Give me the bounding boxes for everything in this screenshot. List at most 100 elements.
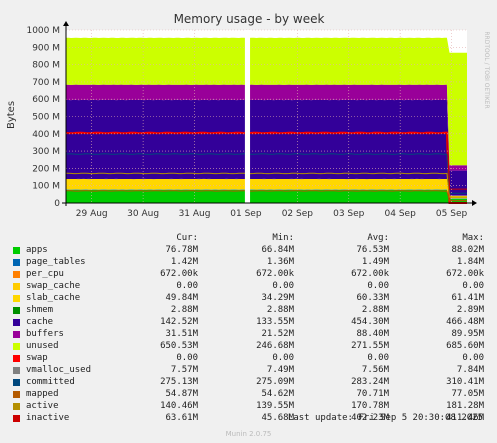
y-ticks: 0 100 M 200 M 300 M 400 M 500 M 600 M 700 M 800 … bbox=[26, 26, 60, 209]
y-axis-label: Bytes bbox=[6, 101, 17, 129]
legend-max: 310.41M bbox=[446, 377, 484, 387]
y-tick-label: 700 M bbox=[32, 78, 60, 88]
legend-max: 88.02M bbox=[451, 245, 484, 255]
legend-row-inactive: inactive 63.61M 45.68M 402.23M 411.46M bbox=[0, 412, 497, 424]
legend-swatch bbox=[13, 415, 20, 422]
munin-version: Munin 2.0.75 bbox=[225, 430, 272, 438]
area-buffers bbox=[66, 84, 467, 171]
legend-min: 45.68M bbox=[261, 413, 294, 423]
legend-row-committed: committed 275.13M 275.09M 283.24M 310.41M bbox=[0, 376, 497, 388]
x-tick-label: 30 Aug bbox=[127, 209, 159, 219]
grid-lines bbox=[66, 29, 467, 204]
legend-row-vmalloc-used: vmalloc_used 7.57M 7.49M 7.56M 7.84M bbox=[0, 364, 497, 376]
legend-row-swap: swap 0.00 0.00 0.00 0.00 bbox=[0, 352, 497, 364]
y-tick-label: 500 M bbox=[32, 113, 60, 123]
legend-name: slab_cache bbox=[26, 293, 81, 303]
x-tick-label: 05 Sep bbox=[436, 209, 468, 219]
legend-max: 0.00 bbox=[462, 353, 484, 363]
y-tick-label: 600 M bbox=[32, 95, 60, 105]
legend-min: 66.84M bbox=[261, 245, 294, 255]
legend-name: active bbox=[26, 401, 59, 411]
legend-name: page_tables bbox=[26, 257, 86, 267]
legend-swatch bbox=[13, 259, 20, 266]
legend-cur: 1.42M bbox=[170, 257, 198, 267]
x-tick-label: 02 Sep bbox=[282, 209, 314, 219]
legend-swatch bbox=[13, 403, 20, 410]
legend-min: 7.49M bbox=[266, 365, 294, 375]
legend-avg: 2.88M bbox=[361, 305, 389, 315]
legend-cur: 7.57M bbox=[170, 365, 198, 375]
legend-max: 89.95M bbox=[451, 329, 484, 339]
line-active bbox=[65, 172, 467, 198]
legend-row-mapped: mapped 54.87M 54.62M 70.71M 77.05M bbox=[0, 388, 497, 400]
legend-max: 2.89M bbox=[456, 305, 484, 315]
legend-cur: 140.46M bbox=[160, 401, 198, 411]
y-tick-label: 200 M bbox=[32, 164, 60, 174]
legend: Cur: Min: Avg: Max: apps 76.78M 66.84M 76.5… bbox=[0, 232, 497, 424]
legend-name: mapped bbox=[26, 389, 59, 399]
legend-name: apps bbox=[26, 245, 48, 255]
y-tick-label: 800 M bbox=[32, 61, 60, 71]
legend-min: 1.36M bbox=[266, 257, 294, 267]
legend-cur: 672.00k bbox=[160, 269, 198, 279]
x-axis-arrow bbox=[472, 200, 477, 206]
legend-min: 21.52M bbox=[261, 329, 294, 339]
header-max: Max: bbox=[462, 233, 484, 243]
stacked-areas bbox=[66, 37, 467, 203]
legend-avg: 170.78M bbox=[351, 401, 389, 411]
x-tick-label: 31 Aug bbox=[179, 209, 211, 219]
legend-row-swap-cache: swap_cache 0.00 0.00 0.00 0.00 bbox=[0, 280, 497, 292]
legend-max: 1.84M bbox=[456, 257, 484, 267]
last-update: Last update: Fri Sep 5 20:30:08 2025 bbox=[287, 413, 483, 423]
legend-row-slab-cache: slab_cache 49.84M 34.29M 60.33M 61.41M bbox=[0, 292, 497, 304]
legend-row-active: active 140.46M 139.55M 170.78M 181.28M bbox=[0, 400, 497, 412]
x-tick-label: 01 Sep bbox=[230, 209, 262, 219]
legend-max: 61.41M bbox=[451, 293, 484, 303]
y-tick-label: 300 M bbox=[32, 147, 60, 157]
legend-name: committed bbox=[26, 377, 75, 387]
legend-swatch bbox=[13, 343, 20, 350]
legend-name: swap bbox=[26, 353, 48, 363]
legend-avg: 0.00 bbox=[367, 281, 389, 291]
legend-avg: 88.40M bbox=[356, 329, 389, 339]
legend-max: 0.00 bbox=[462, 281, 484, 291]
legend-row-cache: cache 142.52M 133.55M 454.30M 466.48M bbox=[0, 316, 497, 328]
legend-cur: 142.52M bbox=[160, 317, 198, 327]
legend-min: 0.00 bbox=[272, 353, 294, 363]
legend-swatch bbox=[13, 355, 20, 362]
legend-max: 77.05M bbox=[451, 389, 484, 399]
legend-swatch bbox=[13, 319, 20, 326]
legend-max: 466.48M bbox=[446, 317, 484, 327]
legend-min: 275.09M bbox=[256, 377, 294, 387]
legend-cur: 31.51M bbox=[165, 329, 198, 339]
legend-swatch bbox=[13, 379, 20, 386]
legend-max: 685.60M bbox=[446, 341, 484, 351]
legend-swatch bbox=[13, 331, 20, 338]
header-avg: Avg: bbox=[367, 233, 389, 243]
header-cur: Cur: bbox=[176, 233, 198, 243]
legend-cur: 54.87M bbox=[165, 389, 198, 399]
legend-name: unused bbox=[26, 341, 59, 351]
legend-max: 411.46M bbox=[446, 413, 484, 423]
legend-min: 0.00 bbox=[272, 281, 294, 291]
legend-swatch bbox=[13, 391, 20, 398]
y-tick-label: 400 M bbox=[32, 130, 60, 140]
y-tick-label: 900 M bbox=[32, 43, 60, 53]
y-tick-label: 0 bbox=[54, 199, 60, 209]
legend-max: 181.28M bbox=[446, 401, 484, 411]
header-min: Min: bbox=[272, 233, 294, 243]
legend-max: 672.00k bbox=[446, 269, 484, 279]
legend-min: 139.55M bbox=[256, 401, 294, 411]
legend-row-buffers: buffers 31.51M 21.52M 88.40M 89.95M bbox=[0, 328, 497, 340]
data-gap bbox=[244, 30, 251, 203]
legend-avg: 672.00k bbox=[351, 269, 389, 279]
legend-row-per-cpu: per_cpu 672.00k 672.00k 672.00k 672.00k bbox=[0, 268, 497, 280]
legend-row-page-tables: page_tables 1.42M 1.36M 1.49M 1.84M bbox=[0, 256, 497, 268]
chart-title: Memory usage - by week bbox=[174, 12, 325, 26]
legend-avg: 60.33M bbox=[356, 293, 389, 303]
area-apps bbox=[66, 189, 467, 203]
legend-cur: 275.13M bbox=[160, 377, 198, 387]
legend-cur: 2.88M bbox=[170, 305, 198, 315]
legend-min: 246.68M bbox=[256, 341, 294, 351]
legend-swatch bbox=[13, 283, 20, 290]
